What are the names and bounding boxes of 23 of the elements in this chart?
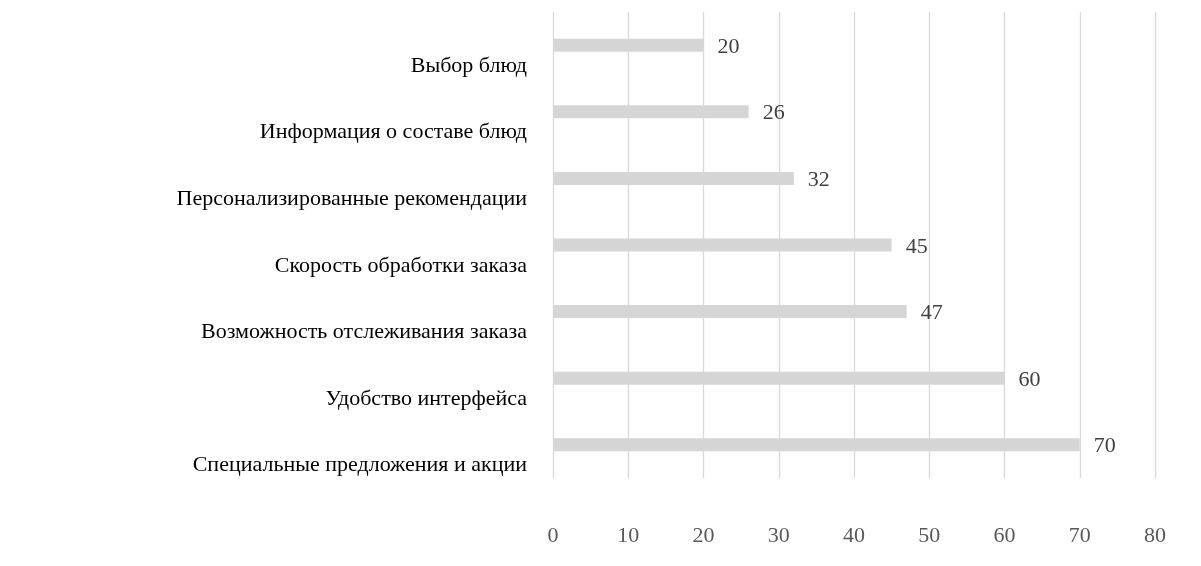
y-tick-label: Выбор блюд	[410, 51, 527, 77]
x-tick-label: 30	[767, 521, 790, 547]
x-tick-label: 80	[1144, 521, 1166, 547]
y-tick-label: Скорость обработки заказа	[274, 251, 528, 277]
data-label: 32	[807, 165, 830, 191]
data-label: 60	[1018, 365, 1041, 391]
data-label: 47	[920, 299, 943, 325]
x-tick-label: 50	[918, 521, 941, 547]
x-tick-label: 10	[617, 521, 640, 547]
x-tick-label: 60	[993, 521, 1016, 547]
y-tick-label: Персонализированные рекомендации	[176, 184, 528, 210]
x-tick-label: 0	[547, 521, 559, 547]
y-tick-label: Удобство интерфейса	[325, 384, 528, 410]
y-tick-label: Возможность отслеживания заказа	[201, 318, 528, 344]
data-label: 20	[717, 32, 740, 58]
y-tick-label: Специальные предложения и акции	[192, 451, 528, 477]
x-tick-label: 20	[692, 521, 715, 547]
x-tick-label: 40	[843, 521, 865, 547]
x-tick-label: 70	[1068, 521, 1091, 547]
y-tick-label: Информация о составе блюд	[259, 118, 527, 144]
data-label: 45	[905, 232, 928, 258]
data-label: 26	[762, 99, 785, 125]
data-label: 70	[1093, 432, 1116, 458]
